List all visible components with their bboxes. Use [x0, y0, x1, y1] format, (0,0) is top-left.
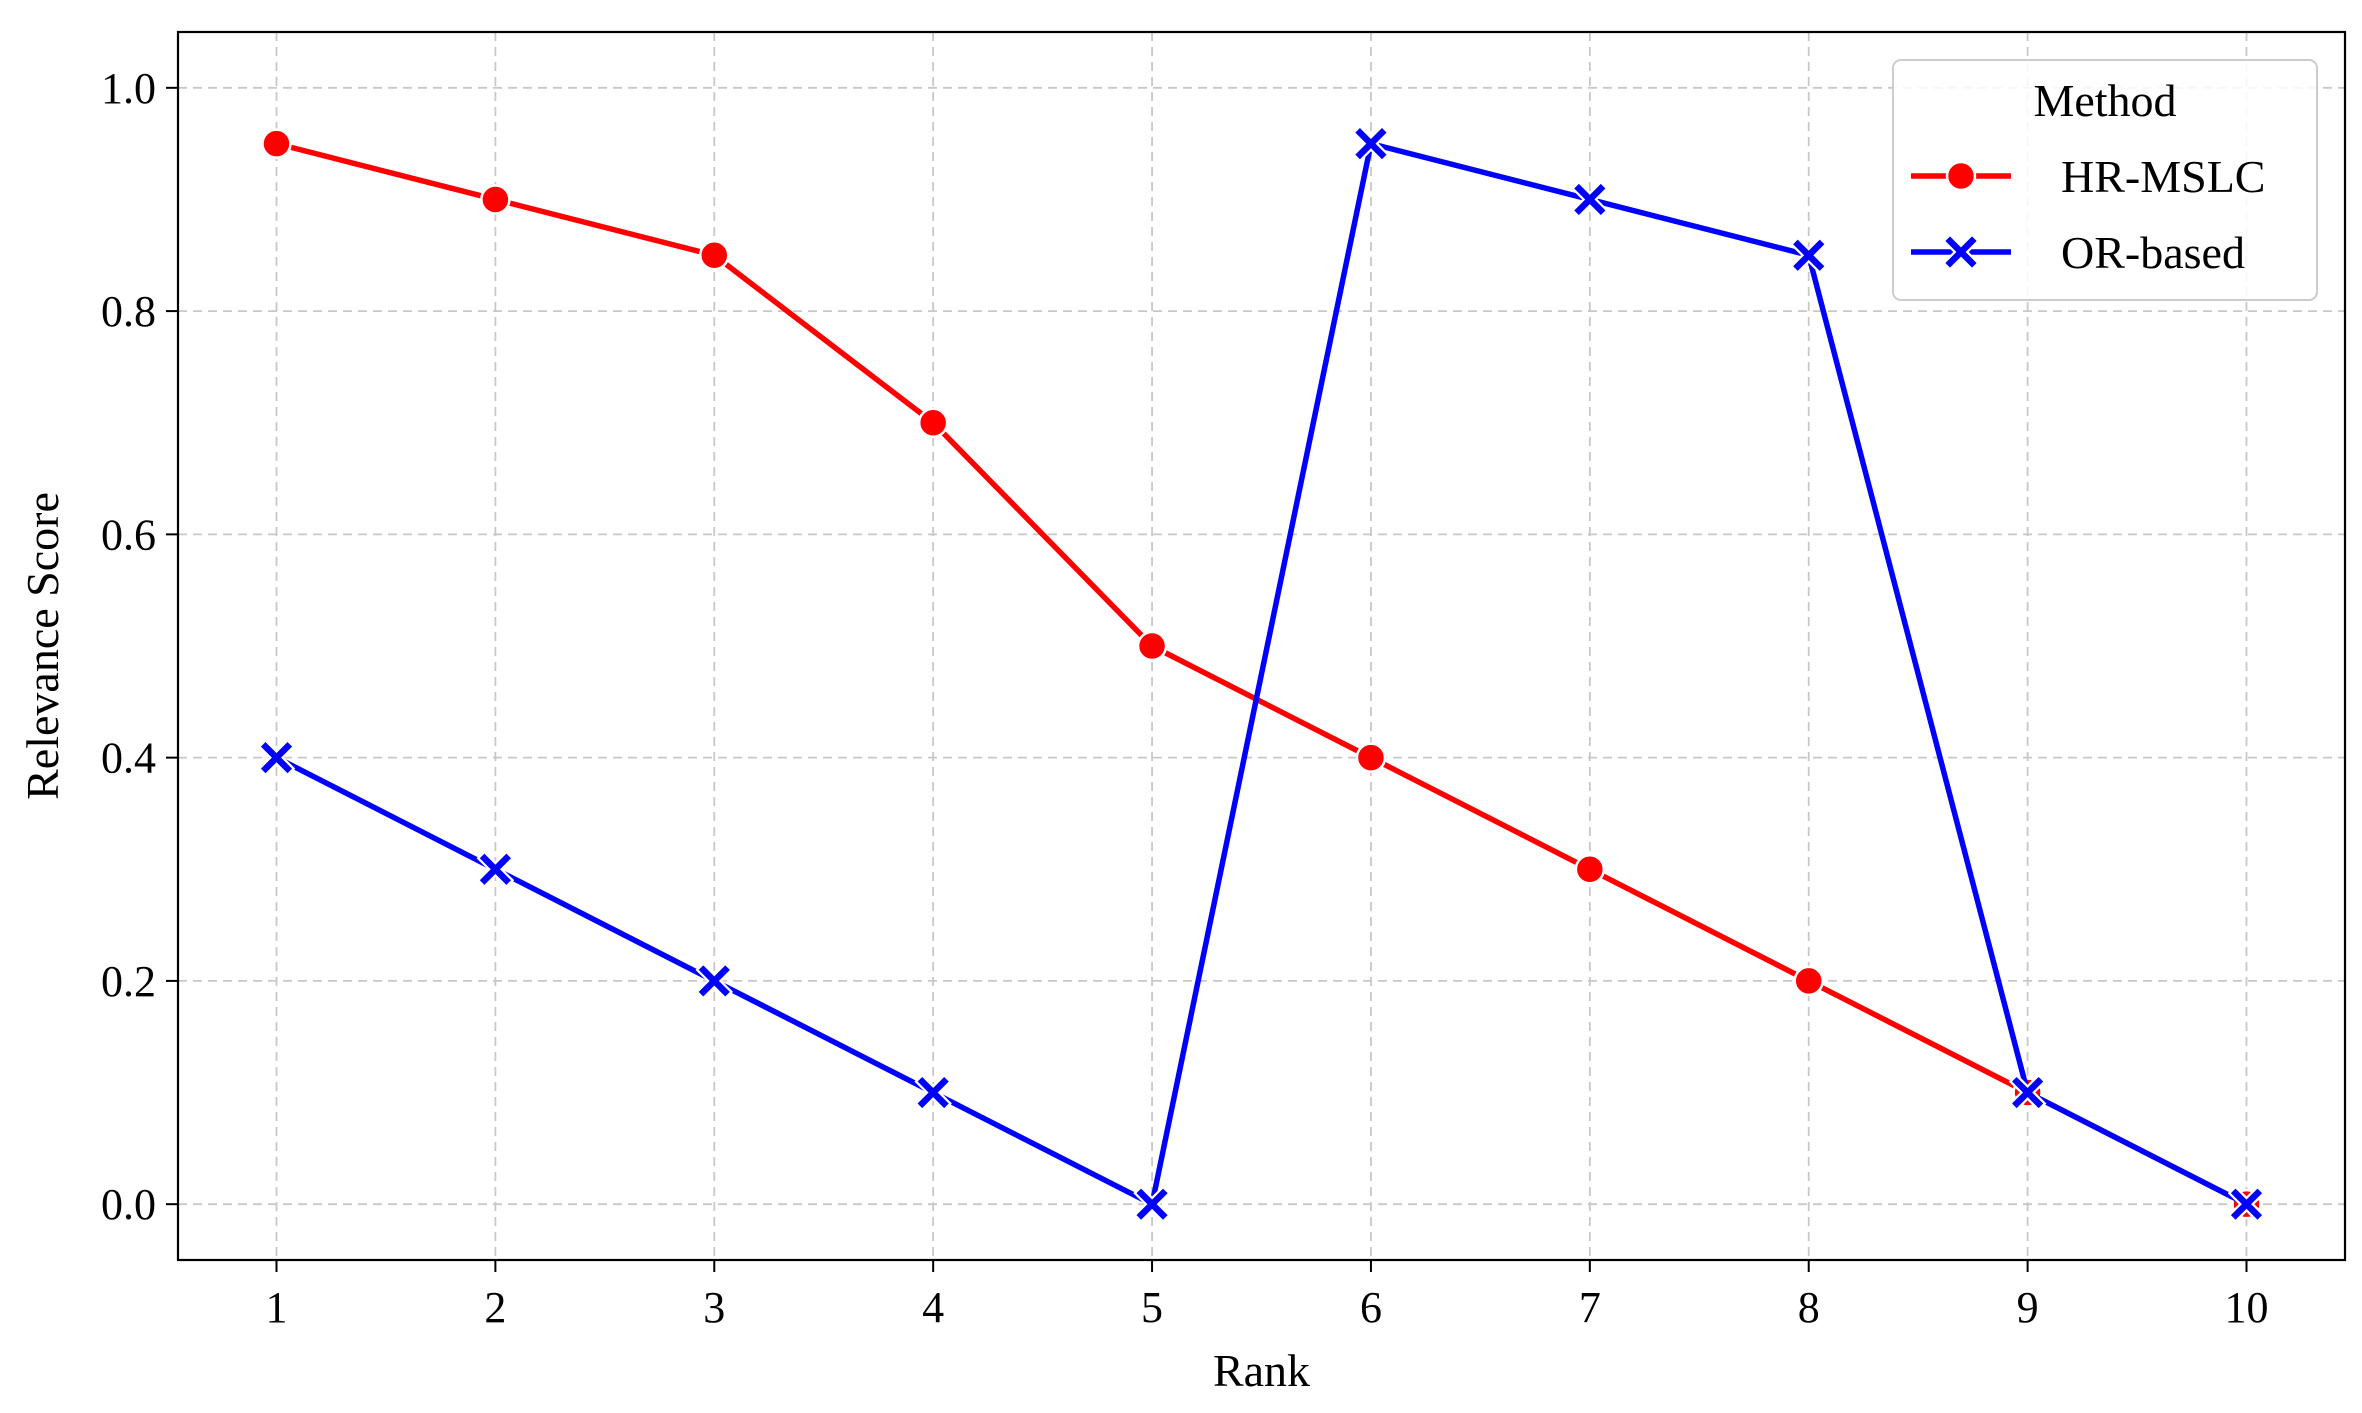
x-tick-label: 5: [1141, 1283, 1163, 1332]
data-point: [914, 1073, 952, 1112]
data-point: [1574, 854, 1606, 885]
x-tick-label: 3: [703, 1283, 725, 1332]
x-axis-title: Rank: [1213, 1345, 1310, 1396]
x-tick-label: 2: [484, 1283, 506, 1332]
data-point: [1133, 1185, 1171, 1223]
legend-entries: HR-MSLC OR-based: [1911, 151, 2265, 278]
legend-title: Method: [2033, 75, 2176, 126]
data-point: [699, 240, 730, 271]
data-point: [1136, 630, 1168, 662]
series-line: [275, 140, 2248, 1207]
data-point: [1571, 180, 1609, 219]
grid-layer: [178, 32, 2345, 1260]
data-point: [476, 850, 515, 889]
y-tick-label: 0.8: [101, 287, 156, 336]
y-tick-label: 1.0: [101, 64, 156, 113]
data-point: [1793, 965, 1824, 997]
legend-marker: [1945, 160, 1977, 192]
data-point: [1789, 236, 1828, 275]
data-point: [695, 962, 734, 1000]
x-tick-label: 1: [266, 1283, 288, 1332]
data-point: [261, 128, 292, 159]
y-tick-label: 0.4: [101, 734, 156, 783]
y-tick-label: 0.2: [101, 957, 156, 1006]
x-tick-label: 4: [922, 1283, 944, 1332]
data-point: [2008, 1073, 2047, 1112]
legend-marker: [1942, 233, 1980, 271]
series-layer: [257, 124, 2266, 1223]
data-point: [480, 184, 511, 215]
series-line: [275, 140, 2248, 1207]
x-tick-label: 10: [2225, 1283, 2269, 1332]
data-point: [917, 407, 949, 438]
y-tick-label: 0.0: [101, 1180, 156, 1229]
data-point: [1352, 124, 1390, 163]
data-point: [1355, 742, 1387, 773]
y-tick-label: 0.6: [101, 510, 156, 559]
y-axis-title: Relevance Score: [17, 492, 68, 800]
x-tick-label: 8: [1798, 1283, 1820, 1332]
legend-entry: OR-based: [1911, 227, 2245, 278]
legend-label: OR-based: [2061, 227, 2245, 278]
legend: Method HR-MSLC OR-based: [1892, 59, 2318, 301]
ticks-layer: 1 2 3 4 5 6 7 8 9 10 0.0 0.2 0.4 0.6 0.8 1.0: [101, 64, 2269, 1332]
legend-label: HR-MSLC: [2061, 151, 2265, 202]
series-or-based: [257, 124, 2266, 1223]
data-point: [257, 738, 296, 777]
data-point: [2227, 1185, 2266, 1223]
legend-entry: HR-MSLC: [1911, 151, 2265, 202]
x-tick-label: 7: [1579, 1283, 1601, 1332]
x-tick-label: 6: [1360, 1283, 1382, 1332]
plot-frame: [176, 30, 2347, 1262]
x-tick-label: 9: [2017, 1283, 2039, 1332]
legend-box: [1892, 59, 2318, 301]
